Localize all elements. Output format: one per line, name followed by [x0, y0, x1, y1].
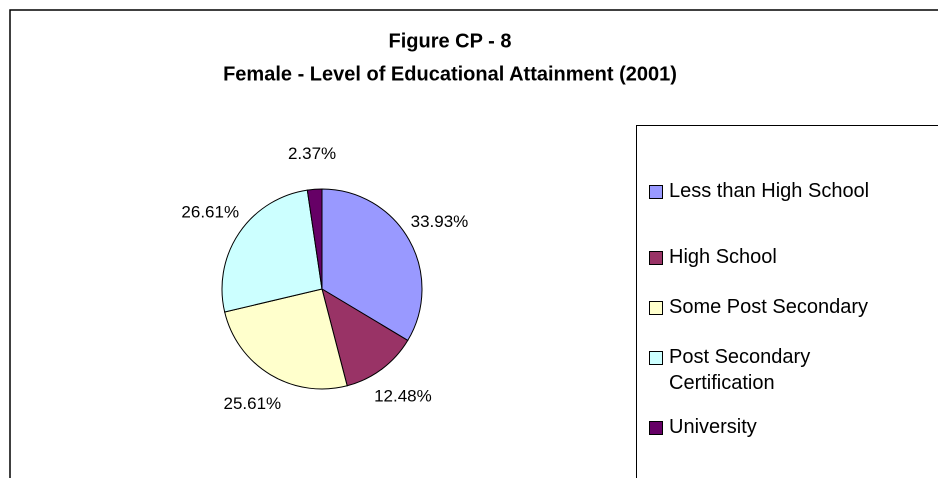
legend-item: High School [649, 244, 938, 270]
legend-label: Some Post Secondary [669, 296, 868, 318]
legend-swatch [649, 421, 663, 435]
data-label: 2.37% [288, 144, 336, 163]
chart-title: Figure CP - 8 [389, 30, 512, 52]
legend-swatch [649, 185, 663, 199]
pie-slice [221, 189, 323, 313]
pie-slice [321, 287, 409, 387]
legend-label: Less than High School [669, 180, 870, 202]
legend-item: Post Secondary Certification [649, 344, 938, 396]
legend-label: High School [669, 246, 777, 268]
pie-slice [224, 288, 348, 390]
pie-slice [321, 188, 423, 342]
data-label: 33.93% [411, 212, 469, 231]
legend-item: University [649, 414, 938, 440]
legend-swatch [649, 251, 663, 265]
data-label: 26.61% [181, 203, 239, 222]
legend-swatch [649, 351, 663, 365]
legend-item: Some Post Secondary [649, 294, 938, 320]
legend: Less than High School High School Some Pos… [636, 125, 938, 478]
legend-label: Post Secondary Certification [669, 346, 811, 394]
legend-item: Less than High School [649, 178, 938, 204]
pie-slice [306, 188, 323, 290]
chart-subtitle: Female - Level of Educational Attainment… [223, 63, 677, 85]
legend-label: University [669, 416, 757, 438]
legend-swatch [649, 301, 663, 315]
data-label: 25.61% [224, 394, 282, 413]
chart-border [9, 9, 938, 478]
data-label: 12.48% [374, 387, 432, 406]
